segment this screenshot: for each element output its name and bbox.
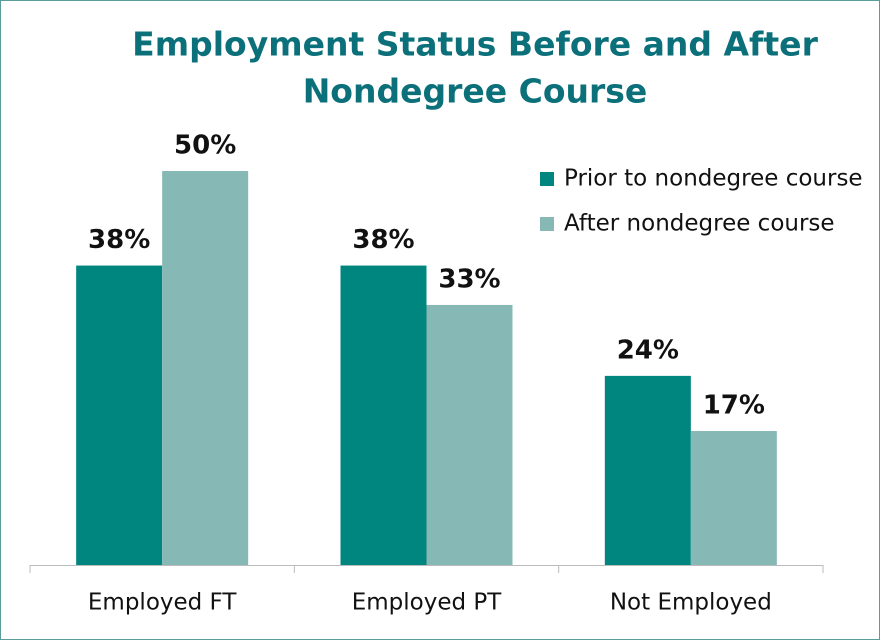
x-tick-label: Not Employed: [610, 590, 772, 616]
data-label: 38%: [352, 225, 414, 255]
legend-swatch: [540, 217, 554, 231]
bar: [340, 265, 427, 565]
bar: [76, 265, 163, 565]
data-label: 17%: [703, 391, 765, 421]
data-label: 50%: [174, 131, 236, 161]
bar: [162, 171, 249, 565]
bar: [604, 375, 691, 565]
x-tick-label: Employed FT: [88, 590, 237, 616]
x-tick-label: Employed PT: [352, 590, 503, 616]
chart-title: Nondegree Course: [303, 72, 648, 111]
data-label: 38%: [88, 225, 150, 255]
legend-label: After nondegree course: [564, 211, 835, 237]
bar: [426, 304, 513, 565]
bar: [690, 431, 777, 565]
data-label: 33%: [438, 264, 500, 294]
legend-swatch: [540, 172, 554, 186]
chart-title: Employment Status Before and After: [132, 25, 818, 64]
legend-label: Prior to nondegree course: [564, 166, 863, 192]
data-label: 24%: [617, 335, 679, 365]
